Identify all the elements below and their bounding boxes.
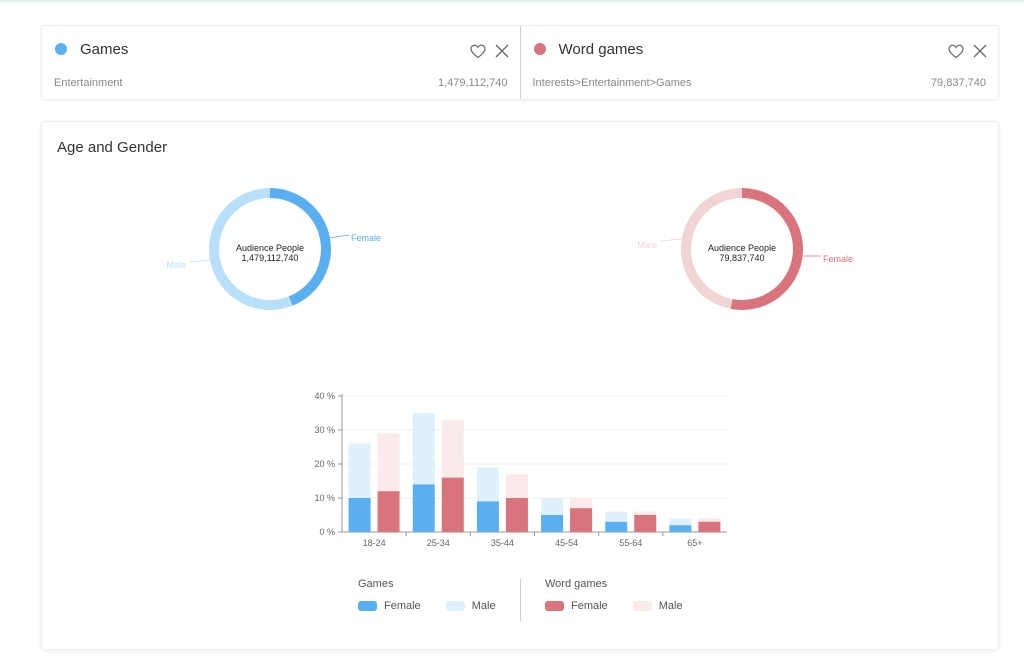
top-border xyxy=(0,0,1024,3)
games-color-dot xyxy=(55,43,67,55)
bar-games-male xyxy=(348,443,371,498)
bar-games-male xyxy=(605,511,628,522)
bar-games-male xyxy=(476,467,499,502)
bar-games-female xyxy=(476,501,499,532)
bar-word-games-female xyxy=(505,498,528,532)
donut-center-label: Audience People xyxy=(236,243,304,253)
x-tick-label: 45-54 xyxy=(555,538,578,548)
bar-word-games-male xyxy=(505,474,528,498)
heart-icon[interactable] xyxy=(469,44,486,59)
bar-word-games-female xyxy=(377,491,400,532)
audience-size: 1,479,112,740 xyxy=(437,77,508,89)
legend-item-word-games-female[interactable]: Female xyxy=(545,600,608,612)
bar-games-male xyxy=(669,518,692,526)
donut-female-leader-line xyxy=(327,234,350,239)
bar-word-games-male xyxy=(698,518,721,522)
legend-group-title: Word games xyxy=(545,578,608,590)
legend-swatch xyxy=(358,601,377,611)
audience-card-games[interactable]: Games Entertainment 1,479,112,740 xyxy=(42,26,520,99)
y-tick-label: 20 % xyxy=(314,459,335,469)
bar-word-games-male xyxy=(441,419,464,478)
donut-male-leader-line xyxy=(188,259,211,263)
legend-swatch xyxy=(632,601,652,611)
donut-female-label: Female xyxy=(823,254,853,264)
x-tick-label: 55-64 xyxy=(619,538,642,548)
bar-word-games-female xyxy=(570,508,593,532)
donut-male-slice xyxy=(681,188,742,309)
donut-male-label: Male xyxy=(166,260,186,270)
donut-female-label: Female xyxy=(351,233,381,243)
legend-label: Male xyxy=(471,600,496,612)
audience-path: Interests>Entertainment>Games xyxy=(532,77,692,89)
bar-word-games-male xyxy=(634,511,657,515)
legend-item-games-male[interactable]: Male xyxy=(445,600,496,612)
legend-label: Female xyxy=(571,600,608,612)
bar-games-male xyxy=(541,498,564,515)
bar-word-games-female xyxy=(441,477,464,532)
audience-card-word-games[interactable]: Word games Interests>Entertainment>Games… xyxy=(519,26,999,99)
audience-name: Games xyxy=(80,41,129,58)
x-tick-label: 18-24 xyxy=(363,538,386,548)
bar-games-female xyxy=(348,498,371,532)
x-tick-label: 25-34 xyxy=(427,538,450,548)
donut-male-label: Male xyxy=(637,240,657,250)
bar-word-games-female xyxy=(698,521,721,532)
bar-games-female xyxy=(669,525,692,532)
legend-item-word-games-male[interactable]: Male xyxy=(632,600,683,612)
bar-games-male xyxy=(412,413,435,485)
audience-path: Entertainment xyxy=(54,77,123,89)
panel-title: Age and Gender xyxy=(57,139,168,156)
legend-swatch xyxy=(445,601,465,611)
age-gender-panel: Age and Gender Audience People 1,479,112,… xyxy=(41,121,999,650)
bar-word-games-female xyxy=(634,515,657,532)
legend-swatch xyxy=(545,601,564,611)
bar-games-female xyxy=(605,521,628,532)
legend-label: Female xyxy=(384,600,421,612)
x-tick-label: 35-44 xyxy=(491,538,514,548)
heart-icon[interactable] xyxy=(948,44,964,59)
x-tick-label: 65+ xyxy=(687,538,702,548)
legend-group-title: Games xyxy=(358,578,394,590)
close-icon[interactable] xyxy=(973,44,987,58)
word-games-color-dot xyxy=(533,43,546,55)
donut-center-label: Audience People xyxy=(708,243,776,253)
audience-size: 79,837,740 xyxy=(930,77,986,89)
donut-male-leader-line xyxy=(659,238,683,242)
y-tick-label: 30 % xyxy=(314,425,335,435)
legend-label: Male xyxy=(658,600,683,612)
y-tick-label: 40 % xyxy=(314,391,335,401)
audience-name: Word games xyxy=(558,41,644,58)
bar-games-female xyxy=(541,515,564,532)
legend-divider xyxy=(520,579,521,621)
bar-word-games-male xyxy=(377,433,400,492)
bar-word-games-male xyxy=(570,498,593,509)
bar-games-female xyxy=(412,484,435,532)
donut-female-slice xyxy=(270,188,331,306)
donut-female-slice xyxy=(730,188,803,310)
donut-center-value: 79,837,740 xyxy=(719,253,764,263)
donut-center-value: 1,479,112,740 xyxy=(242,253,299,263)
age-gender-charts: Audience People1,479,112,740FemaleMaleAu… xyxy=(166,188,853,548)
audience-bar: Games Entertainment 1,479,112,740 Word g… xyxy=(41,25,999,100)
legend-item-games-female[interactable]: Female xyxy=(358,600,421,612)
y-tick-label: 0 % xyxy=(319,527,335,537)
close-icon[interactable] xyxy=(495,44,509,58)
legend-word-games: Word games Female Male xyxy=(545,578,705,614)
y-tick-label: 10 % xyxy=(314,493,335,503)
legend-games: Games Female Male xyxy=(358,578,518,614)
